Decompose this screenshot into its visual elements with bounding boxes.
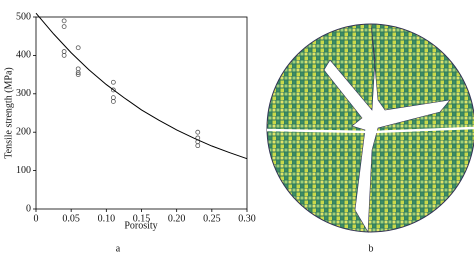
- x-tick-label: 0.15: [133, 213, 151, 224]
- data-point: [75, 72, 81, 77]
- y-tick-label: 400: [16, 50, 31, 61]
- panel-label: b: [369, 243, 374, 254]
- y-tick-label: 200: [16, 126, 31, 137]
- mesh-image: [266, 23, 474, 234]
- y-axis-label: Tensile strength (MPa): [3, 67, 14, 159]
- data-point: [110, 95, 116, 101]
- data-point: [75, 45, 81, 51]
- data-point: [110, 99, 116, 104]
- y-tick-label: 100: [16, 165, 31, 176]
- y-tick-label: 300: [16, 88, 31, 99]
- y-tick-label: 500: [16, 11, 31, 22]
- data-point: [110, 87, 116, 93]
- data-point: [75, 66, 81, 72]
- fit-curve: [35, 12, 248, 160]
- x-axis-label: Porosity: [124, 220, 157, 231]
- data-point: [61, 49, 67, 54]
- data-point: [75, 70, 81, 76]
- data-point: [61, 53, 67, 58]
- x-tick-label: 0: [34, 213, 39, 224]
- data-point: [195, 143, 201, 149]
- plot-frame: [35, 16, 248, 210]
- data-point: [61, 18, 67, 24]
- data-point: [110, 79, 116, 85]
- x-tick-label: 0.30: [238, 213, 256, 224]
- data-point: [61, 24, 67, 30]
- panel-label: a: [116, 243, 121, 254]
- y-tick-label: 0: [26, 203, 31, 214]
- x-tick-label: 0.10: [98, 213, 116, 224]
- x-tick-label: 0.05: [62, 213, 80, 224]
- x-tick-label: 0.25: [203, 213, 221, 224]
- data-point: [195, 129, 201, 135]
- x-tick-label: 0.20: [168, 213, 186, 224]
